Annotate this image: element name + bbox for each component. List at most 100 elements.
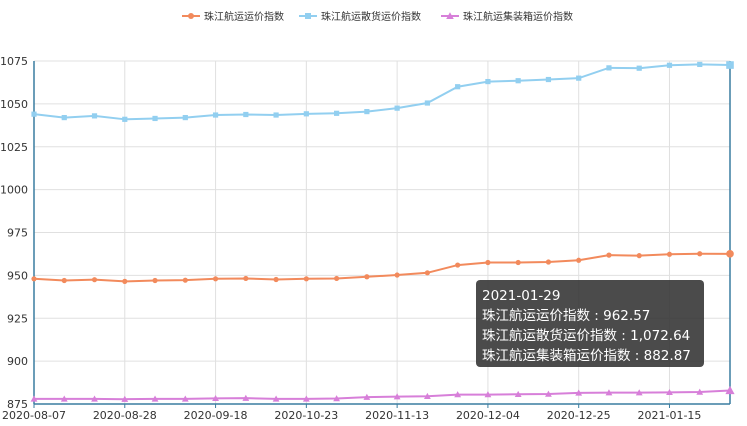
data-point (243, 111, 249, 118)
data-point (515, 78, 521, 84)
data-point (515, 259, 521, 266)
data-point (697, 251, 703, 257)
data-point (334, 275, 340, 282)
y-axis-ticks: 875 900 925 950 975 1000 1025 1050 1075 (0, 55, 28, 411)
legend[interactable]: 珠江航运运价指数 珠江航运散货运价指数 珠江航运集装箱运价指数 (182, 10, 573, 23)
data-point (726, 61, 734, 69)
legend-item[interactable]: 珠江航运运价指数 (182, 10, 284, 23)
y-tick-label: 900 (7, 355, 28, 368)
data-point (575, 389, 583, 396)
data-point (393, 393, 401, 400)
x-axis-ticks: 2020-08-07 2020-08-28 2020-09-18 2020-10-23… (2, 409, 701, 422)
data-point (424, 270, 430, 276)
y-tick-label: 950 (7, 269, 28, 282)
series-2 (30, 385, 735, 402)
legend-item[interactable]: 珠江航运集装箱运价指数 (441, 10, 573, 23)
data-point (726, 250, 734, 258)
data-point (364, 274, 370, 280)
y-tick-label: 1000 (0, 184, 28, 197)
data-point (545, 259, 552, 265)
axes (33, 61, 731, 408)
data-point (485, 78, 491, 85)
data-point (455, 84, 461, 90)
data-point (273, 276, 279, 283)
data-point (121, 395, 129, 402)
series-line (34, 389, 731, 401)
data-point (61, 277, 67, 284)
data-point (91, 395, 98, 402)
data-point (725, 385, 735, 395)
data-point (273, 112, 279, 118)
data-point (606, 65, 612, 71)
data-point (424, 100, 430, 106)
data-point (545, 390, 552, 397)
series-lines (30, 61, 735, 402)
data-point (243, 275, 249, 282)
data-point (666, 388, 673, 396)
legend-marker (305, 13, 311, 19)
data-point (182, 114, 188, 121)
x-tick-label: 2020-10-23 (274, 409, 338, 422)
data-point (576, 257, 582, 263)
x-tick-label: 2020-12-25 (547, 409, 611, 422)
data-point (636, 253, 642, 259)
legend-item[interactable]: 珠江航运散货运价指数 (299, 10, 421, 23)
data-point (212, 112, 219, 118)
x-tick-label: 2020-08-07 (2, 409, 66, 422)
data-point (272, 395, 280, 402)
legend-label: 珠江航运集装箱运价指数 (463, 10, 573, 23)
legend-label: 珠江航运运价指数 (204, 10, 284, 23)
data-point (242, 394, 250, 401)
data-point (303, 111, 309, 117)
tooltip-line-freight: 珠江航运运价指数 : 962.57 (482, 308, 651, 324)
data-point (182, 277, 188, 283)
data-point (363, 393, 371, 400)
x-tick-label: 2021-01-15 (638, 409, 702, 422)
tooltip-line-container: 珠江航运集装箱运价指数 : 882.87 (482, 348, 691, 364)
data-point (364, 108, 370, 115)
data-point (181, 395, 189, 402)
data-point (394, 105, 400, 111)
data-point (60, 395, 68, 402)
y-tick-label: 1025 (0, 141, 28, 154)
x-tick-label: 2020-11-13 (365, 409, 429, 422)
y-tick-label: 925 (7, 312, 28, 325)
legend-label: 珠江航运散货运价指数 (321, 10, 421, 23)
x-tick-label: 2020-09-18 (184, 409, 248, 422)
data-point (666, 251, 673, 257)
data-point (545, 76, 552, 83)
data-point (31, 111, 37, 117)
x-tick-label: 2020-12-04 (456, 409, 520, 422)
tooltip: 2021-01-29 珠江航运运价指数 : 962.57 珠江航运散货运价指数 … (476, 280, 704, 367)
data-point (152, 115, 158, 122)
data-point (122, 116, 128, 122)
data-point (303, 276, 309, 282)
data-point (61, 114, 67, 121)
x-tick-label: 2020-08-28 (93, 409, 157, 422)
data-point (697, 61, 703, 68)
data-point (212, 276, 219, 282)
tooltip-title: 2021-01-29 (482, 288, 561, 304)
data-point (394, 272, 400, 278)
data-point (666, 62, 673, 68)
data-point (31, 276, 37, 282)
y-tick-label: 975 (7, 227, 28, 240)
data-point (30, 395, 38, 402)
data-point (454, 391, 462, 398)
series-0 (31, 250, 734, 284)
data-point (212, 394, 219, 402)
data-point (122, 278, 128, 284)
data-point (606, 252, 612, 258)
data-point (605, 389, 613, 396)
y-tick-label: 1050 (0, 98, 28, 111)
data-point (152, 277, 158, 284)
data-point (91, 113, 98, 119)
series-1 (31, 61, 734, 122)
legend-marker (446, 12, 454, 20)
legend-marker (188, 13, 194, 19)
data-point (151, 395, 159, 402)
data-point (635, 389, 643, 396)
data-point (514, 390, 522, 397)
data-point (485, 259, 491, 266)
